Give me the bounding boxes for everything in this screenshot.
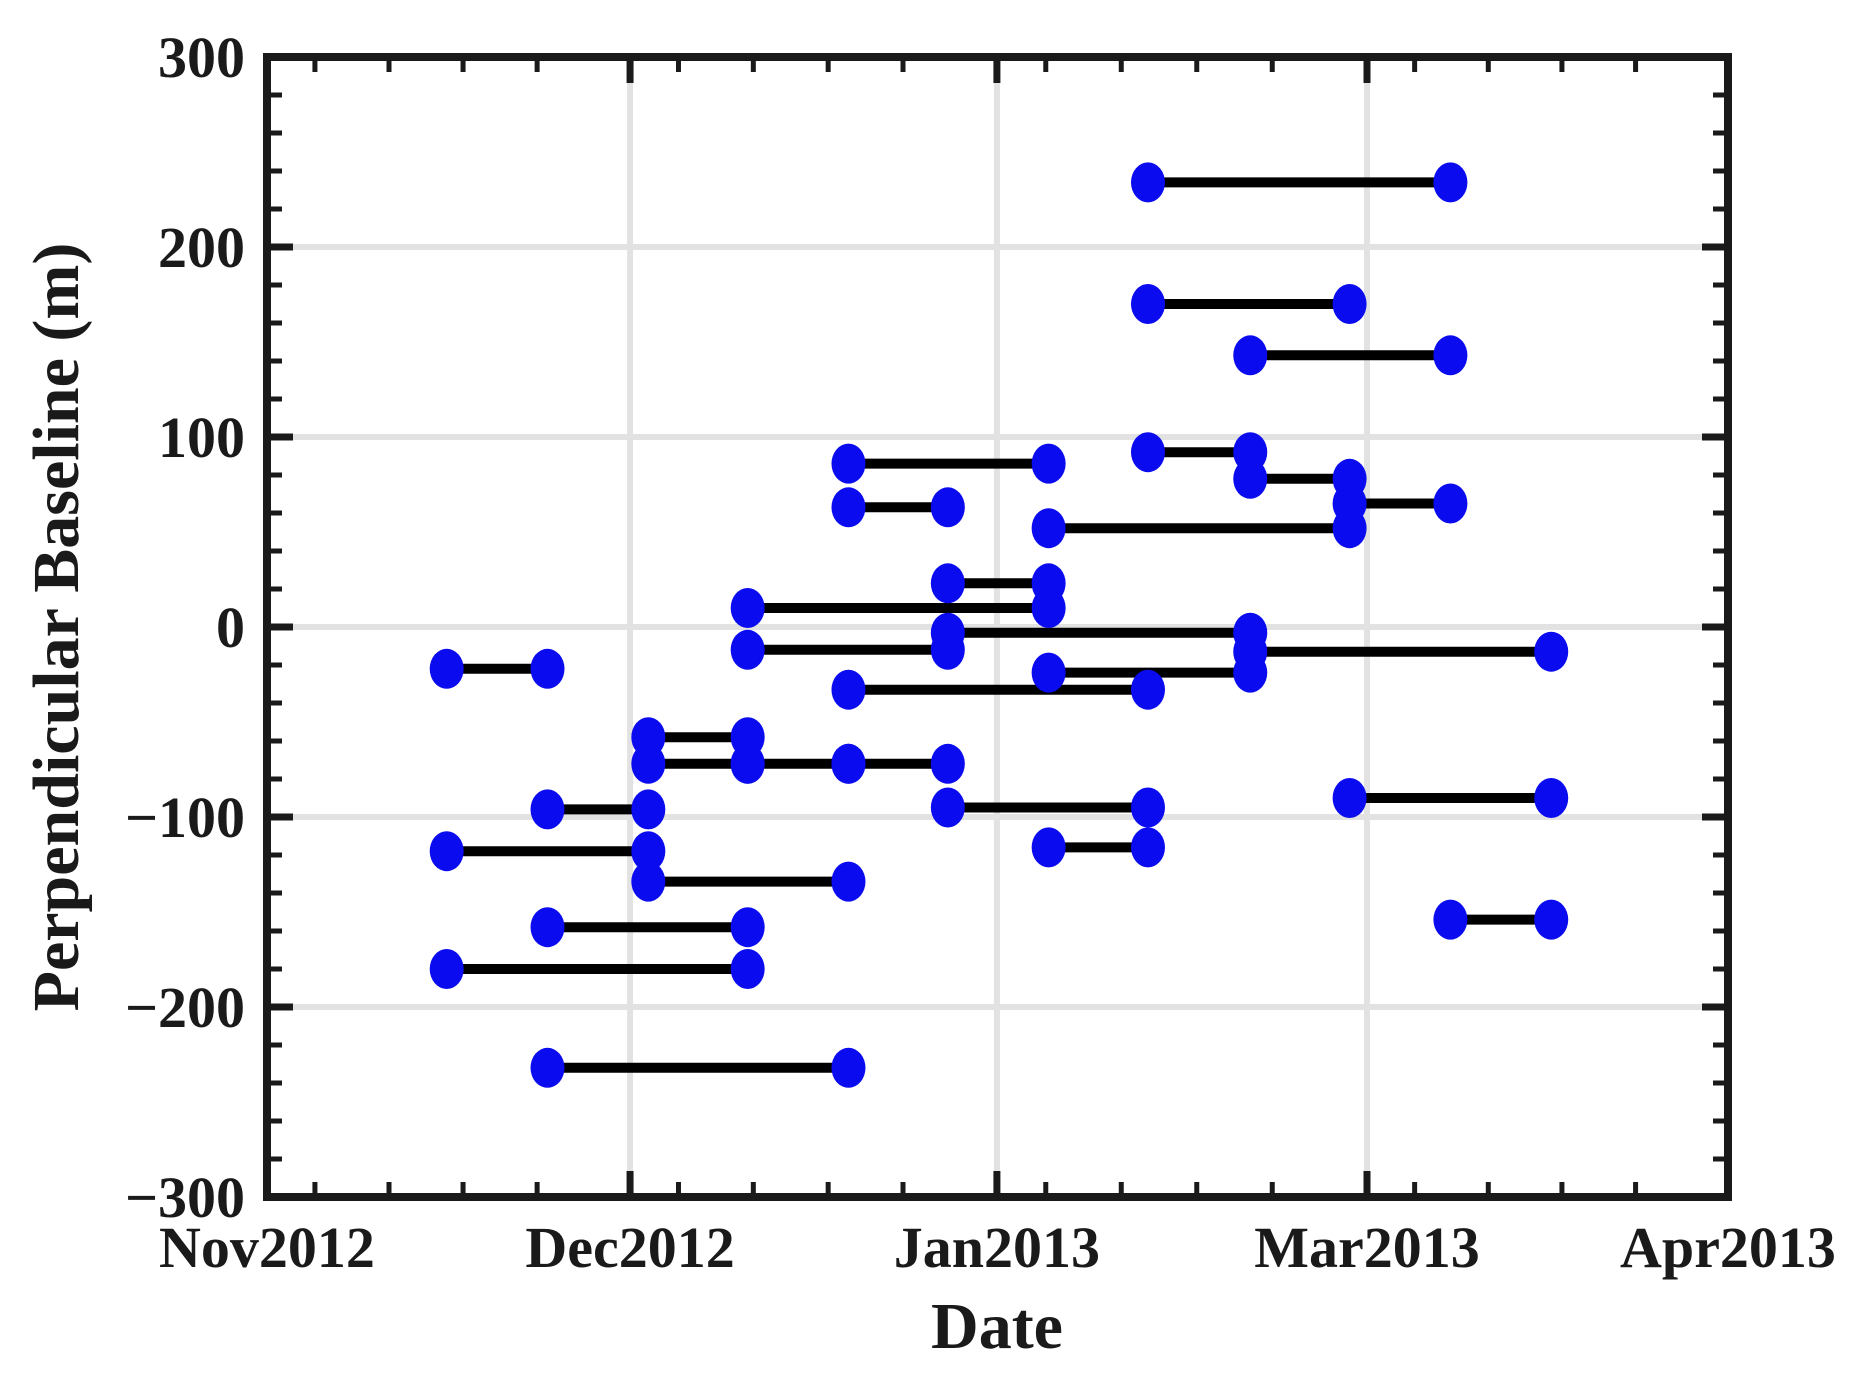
y-axis-title: Perpendicular Baseline (m) (20, 243, 93, 1012)
data-point-marker (1433, 162, 1468, 203)
data-point-marker (530, 789, 565, 830)
x-tick-label: Nov2012 (159, 1215, 375, 1280)
data-point-marker (1130, 669, 1165, 710)
data-point-marker (631, 831, 666, 872)
data-point-marker (1031, 563, 1066, 604)
data-point-marker (429, 648, 464, 689)
data-point-marker (1332, 284, 1367, 324)
data-point-marker (1534, 631, 1569, 672)
data-point-marker (930, 612, 965, 653)
grid-layer (267, 57, 1728, 1197)
data-point-marker (1233, 335, 1268, 376)
data-point-marker (831, 743, 866, 784)
y-tick-label: −300 (125, 1165, 245, 1230)
data-point-marker (1233, 458, 1268, 499)
data-point-marker (831, 487, 866, 528)
data-point-marker (1130, 827, 1165, 868)
tick-layer (263, 53, 1732, 1201)
data-point-marker (1031, 508, 1066, 549)
data-point-marker (1534, 778, 1569, 818)
data-point-marker (631, 789, 666, 830)
y-tick-label: −200 (125, 975, 245, 1040)
data-point-marker (429, 831, 464, 872)
y-tick-label: 0 (216, 595, 245, 660)
data-point-marker (831, 443, 866, 484)
data-point-marker (1031, 443, 1066, 484)
y-tick-label: 300 (158, 25, 245, 90)
data-point-marker (831, 1047, 866, 1088)
data-point-marker (730, 949, 765, 989)
data-point-marker (730, 588, 765, 628)
data-point-marker (1130, 162, 1165, 203)
data-layer (429, 162, 1569, 1088)
data-point-marker (930, 787, 965, 828)
data-point-marker (1233, 631, 1268, 672)
data-point-marker (1534, 899, 1569, 940)
data-point-marker (530, 907, 565, 948)
y-tick-label: −100 (125, 785, 245, 850)
data-point-marker (831, 861, 866, 902)
data-point-marker (1130, 432, 1165, 473)
x-tick-label: Jan2013 (894, 1215, 1100, 1280)
x-tick-label: Mar2013 (1254, 1215, 1480, 1280)
data-point-marker (730, 629, 765, 670)
data-point-marker (1433, 335, 1468, 376)
y-tick-label: 100 (158, 405, 245, 470)
data-point-marker (930, 487, 965, 528)
data-point-marker (1332, 778, 1367, 818)
data-point-marker (1433, 899, 1468, 940)
data-point-marker (530, 648, 565, 689)
x-tick-label: Apr2013 (1620, 1215, 1836, 1280)
data-point-marker (1433, 483, 1468, 524)
x-tick-label: Dec2012 (525, 1215, 734, 1280)
data-point-marker (831, 669, 866, 710)
data-point-marker (930, 743, 965, 784)
y-tick-label: 200 (158, 215, 245, 280)
data-point-marker (730, 907, 765, 948)
data-point-marker (730, 743, 765, 784)
data-point-marker (631, 743, 666, 784)
data-point-marker (530, 1047, 565, 1088)
data-point-marker (1332, 483, 1367, 524)
data-point-marker (1031, 652, 1066, 693)
data-point-marker (1130, 787, 1165, 828)
data-point-marker (1031, 827, 1066, 868)
data-point-marker (631, 861, 666, 902)
x-axis-title: Date (931, 1290, 1063, 1363)
data-point-marker (930, 563, 965, 604)
data-point-marker (429, 949, 464, 989)
data-point-marker (1130, 284, 1165, 324)
